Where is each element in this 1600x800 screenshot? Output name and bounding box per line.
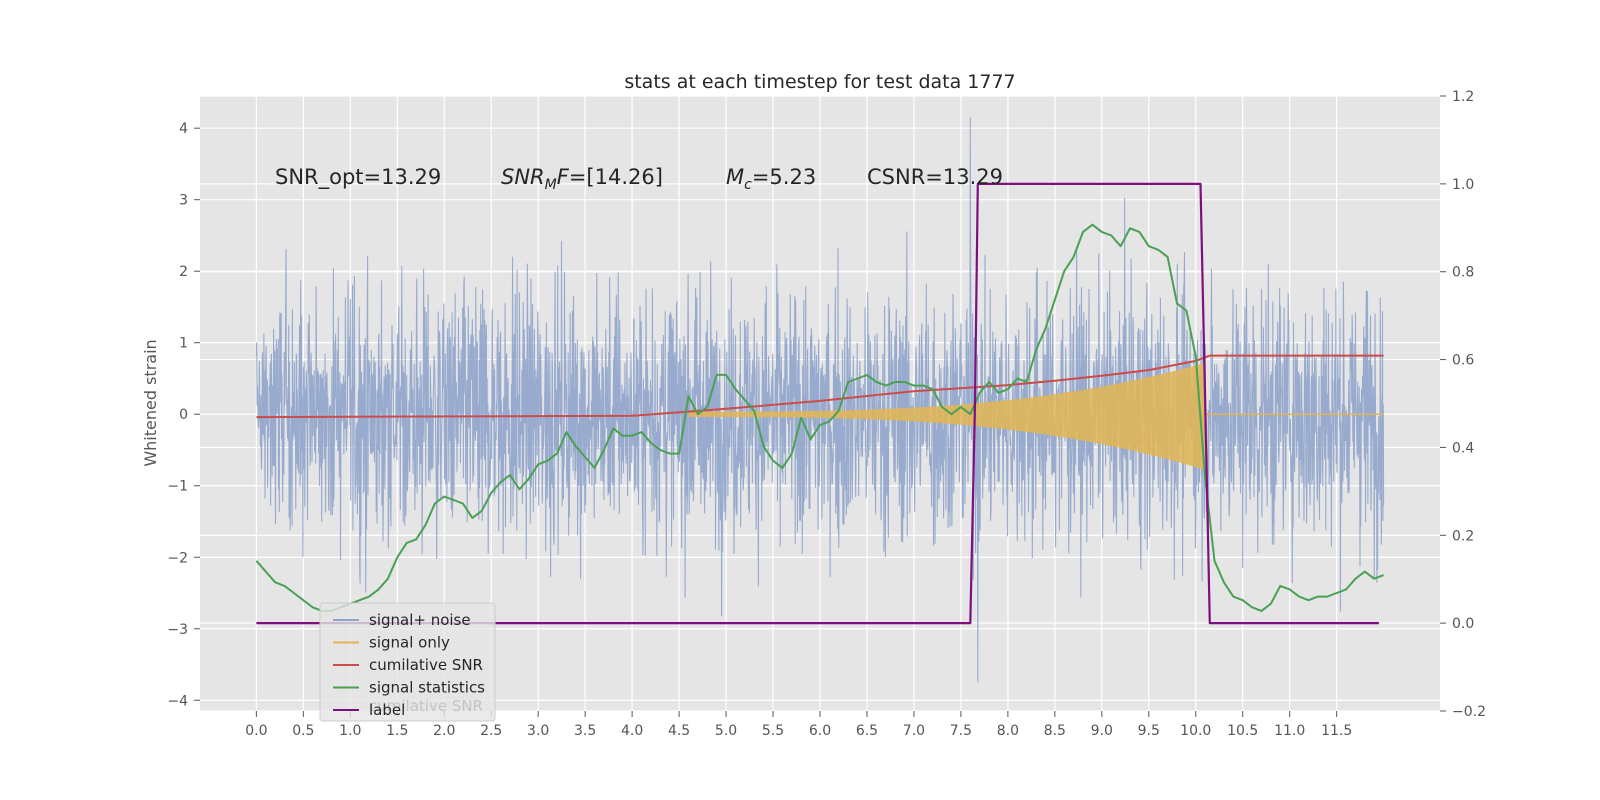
annotation-snr-opt: SNR_opt=13.29 — [275, 165, 441, 190]
legend-ghost-text: cumilative SNR — [369, 697, 483, 715]
legend-label: signal only — [369, 634, 450, 652]
y2-tick-label: 0.8 — [1452, 265, 1474, 281]
x-tick-label: 0.0 — [245, 723, 267, 739]
y2-tick-label: 1.2 — [1452, 89, 1474, 105]
x-tick-label: 4.5 — [668, 723, 690, 739]
y2-tick-label: 0.2 — [1452, 528, 1474, 544]
x-tick-label: 9.5 — [1138, 723, 1160, 739]
annotation-csnr: CSNR=13.29 — [867, 165, 1003, 189]
series-signal-only — [688, 362, 1206, 470]
x-tick-label: 1.0 — [339, 723, 361, 739]
legend-label: cumilative SNR — [369, 656, 483, 674]
legend-label: label — [369, 701, 405, 719]
x-tick-label: 11.0 — [1274, 723, 1305, 739]
x-tick-label: 7.0 — [903, 723, 925, 739]
y-tick-label: 3 — [179, 193, 188, 209]
y-tick-label: 1 — [179, 336, 188, 352]
x-tick-label: 4.0 — [621, 723, 643, 739]
y-tick-label: 4 — [179, 121, 188, 137]
x-tick-label: 1.5 — [386, 723, 408, 739]
y-tick-label: −4 — [167, 693, 188, 709]
series-cumulative-snr — [256, 354, 1384, 419]
y-tick-label: 0 — [179, 407, 188, 423]
x-axis: 0.0 0.5 1.0 1.5 2.0 2.5 3.0 3.5 4.0 4.5 5.0 5.5 6.0 6… — [245, 711, 1352, 739]
series-signal-statistics — [255, 223, 1384, 612]
y-tick-label: −2 — [167, 550, 188, 566]
y2-tick-label: 0.0 — [1452, 616, 1474, 632]
y-tick-label: −1 — [167, 479, 188, 495]
series-label — [256, 182, 1379, 625]
x-tick-label: 2.5 — [480, 723, 502, 739]
y-axis-left: 4 3 2 1 0 −1 −2 −3 −4 — [167, 121, 200, 709]
x-tick-label: 10.0 — [1180, 723, 1211, 739]
x-tick-label: 5.0 — [715, 723, 737, 739]
y2-tick-label: 1.0 — [1452, 177, 1474, 193]
y2-tick-label: −0.2 — [1452, 704, 1486, 720]
annotation-mc: Mc=5.23 — [726, 165, 816, 193]
x-tick-label: 2.0 — [433, 723, 455, 739]
x-tick-label: 9.0 — [1091, 723, 1113, 739]
legend-box — [319, 602, 496, 722]
y2-tick-label: 0.6 — [1452, 353, 1474, 369]
legend-label: signal statistics — [369, 679, 485, 697]
x-tick-label: 0.5 — [292, 723, 314, 739]
chart-title: stats at each timestep for test data 177… — [624, 71, 1015, 93]
x-tick-label: 6.0 — [809, 723, 831, 739]
x-tick-label: 10.5 — [1227, 723, 1258, 739]
y-tick-label: −3 — [167, 622, 188, 638]
y-axis-right: 1.2 1.0 0.8 0.6 0.4 0.2 0.0 −0.2 — [1440, 89, 1486, 720]
x-tick-label: 7.5 — [950, 723, 972, 739]
x-tick-label: 3.5 — [574, 723, 596, 739]
y2-tick-label: 0.4 — [1452, 440, 1474, 456]
x-tick-label: 3.0 — [527, 723, 549, 739]
x-tick-label: 8.0 — [997, 723, 1019, 739]
x-tick-label: 5.5 — [762, 723, 784, 739]
legend: cumilative SNR signal+ noise signal only c… — [319, 602, 496, 722]
y-tick-label: 2 — [179, 264, 188, 280]
series-layer — [255, 117, 1385, 683]
x-tick-label: 6.5 — [856, 723, 878, 739]
x-tick-label: 11.5 — [1321, 723, 1352, 739]
legend-label: signal+ noise — [369, 611, 471, 629]
annotation-snr-mf: SNRMF=[14.26] — [501, 165, 663, 193]
x-tick-label: 8.5 — [1044, 723, 1066, 739]
annotations: SNR_opt=13.29 SNRMF=[14.26] Mc=5.23 CSNR… — [275, 165, 1003, 193]
y-axis-label: Whitened strain — [141, 339, 160, 466]
